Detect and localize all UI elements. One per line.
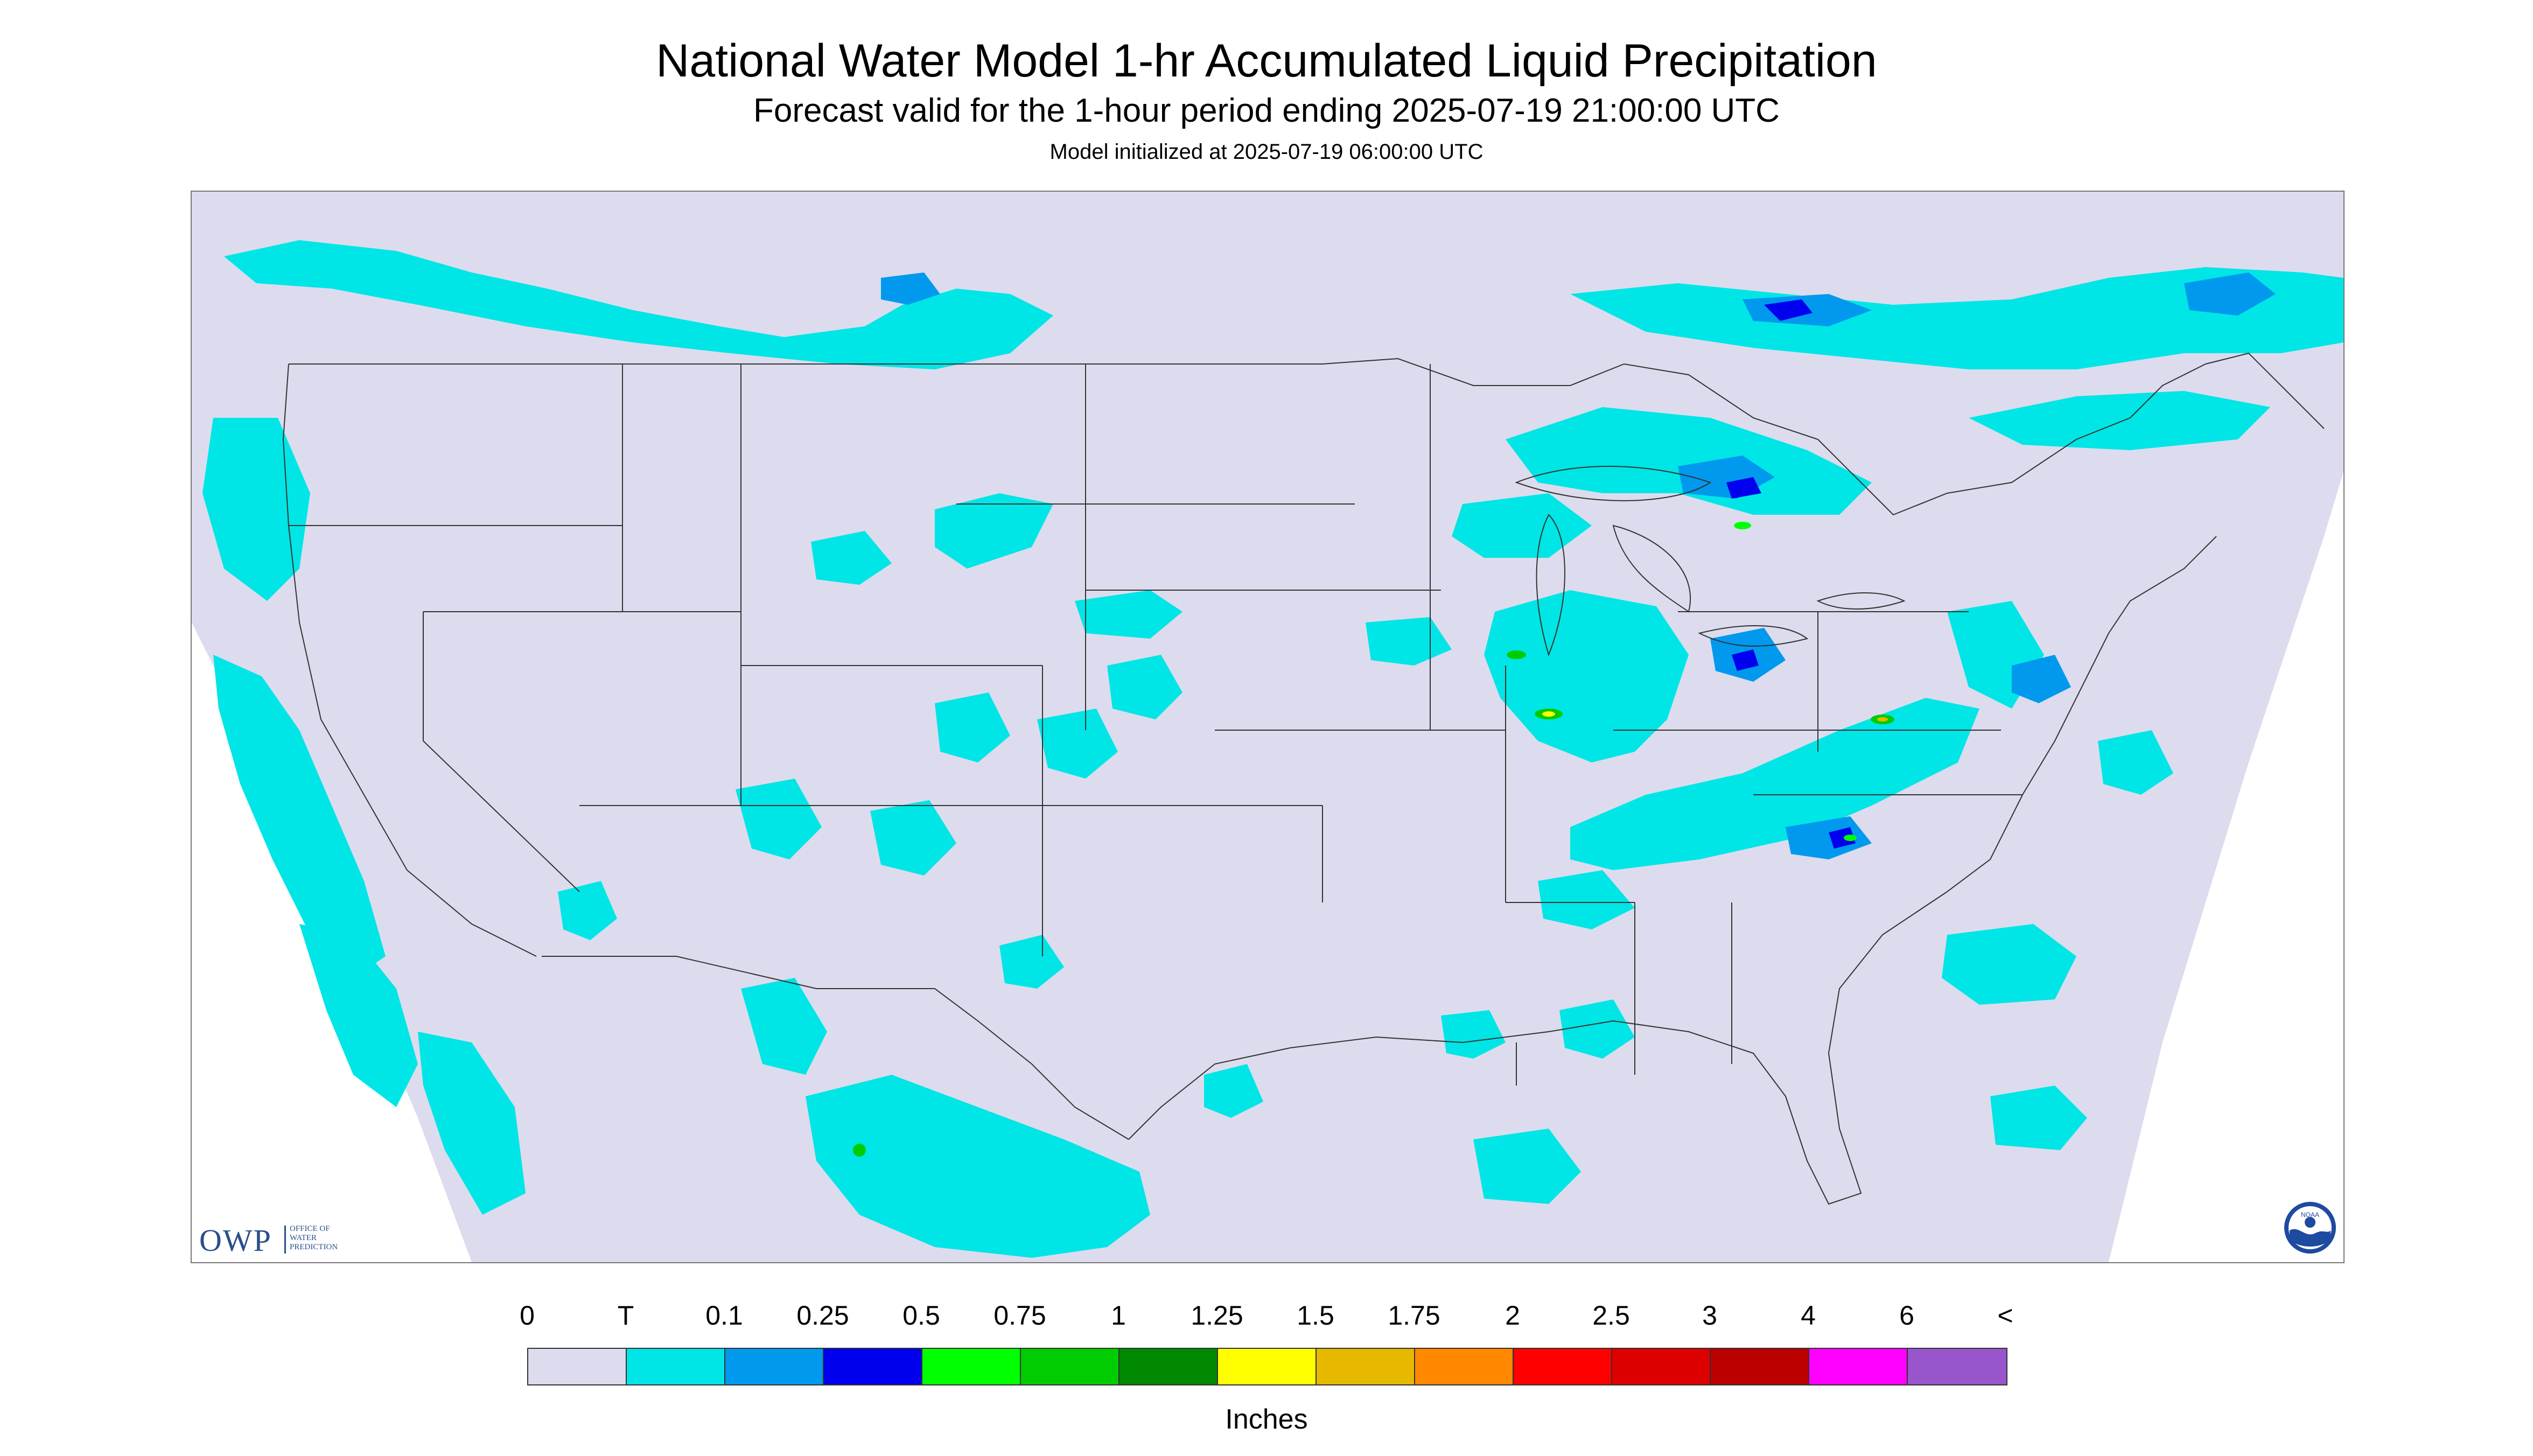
noaa-logo-text: NOAA [2301, 1211, 2319, 1219]
legend-tick-label: 0.25 [796, 1300, 849, 1331]
legend-tick-label: 2.5 [1592, 1300, 1630, 1331]
great-lakes [1515, 466, 1906, 657]
legend-tick-label: 4 [1801, 1300, 1816, 1331]
precip-field-0.25 [1726, 299, 1856, 849]
legend-tick-label: 2 [1505, 1300, 1520, 1331]
legend-tick-label: < [1997, 1300, 2013, 1331]
owp-logo-line1: OFFICE OF [290, 1224, 330, 1233]
legend-color-bar [527, 1348, 2007, 1385]
legend-swatch [725, 1349, 824, 1384]
legend-tick-label: 1.75 [1388, 1300, 1440, 1331]
political-boundaries [282, 352, 2325, 1205]
precipitation-map[interactable] [191, 191, 2345, 1263]
legend-tick-label: T [617, 1300, 634, 1331]
legend-swatch [1218, 1349, 1317, 1384]
legend-swatch [1021, 1349, 1119, 1384]
legend-swatch [1415, 1349, 1514, 1384]
owp-logo-text: OFFICE OF WATER PREDICTION [290, 1224, 338, 1252]
legend-swatch [1809, 1349, 1908, 1384]
legend-swatch [1612, 1349, 1711, 1384]
noaa-logo-icon: NOAA [2284, 1202, 2336, 1254]
legend-tick-label: 0.5 [902, 1300, 940, 1331]
precip-field-trace [202, 240, 2343, 1258]
map-canvas [192, 192, 2343, 1262]
legend-tick-label: 0 [520, 1300, 535, 1331]
model-init-text: Model initialized at 2025-07-19 06:00:00… [1049, 140, 1484, 164]
forecast-valid-subtitle: Forecast valid for the 1-hour period end… [753, 92, 1780, 129]
legend-tick-labels: 0 T 0.1 0.25 0.5 0.75 1 1.25 1.5 1.75 2 2.5 3 4 6 < [0, 1302, 2533, 1334]
legend-swatch [528, 1349, 627, 1384]
legend-tick-label: 6 [1899, 1300, 1914, 1331]
legend-tick-label: 3 [1702, 1300, 1717, 1331]
legend-swatch [1514, 1349, 1612, 1384]
owp-logo: OWP OFFICE OF WATER PREDICTION [199, 1220, 377, 1258]
legend-swatch [1908, 1349, 2006, 1384]
legend-swatch [1119, 1349, 1218, 1384]
legend-swatch [1711, 1349, 1809, 1384]
legend-swatch [1317, 1349, 1415, 1384]
map-title: National Water Model 1-hr Accumulated Li… [656, 35, 1877, 87]
legend-tick-label: 0.75 [993, 1300, 1046, 1331]
legend-units: Inches [1225, 1404, 1308, 1435]
owp-logo-line3: PREDICTION [290, 1243, 338, 1251]
owp-logo-divider [284, 1226, 286, 1254]
legend-swatch [922, 1349, 1021, 1384]
legend-tick-label: 0.1 [705, 1300, 743, 1331]
legend-swatch [627, 1349, 725, 1384]
precip-field-heavy [853, 522, 1894, 1157]
legend-tick-label: 1 [1111, 1300, 1126, 1331]
legend-tick-label: 1.5 [1297, 1300, 1334, 1331]
legend-tick-label: 1.25 [1191, 1300, 1243, 1331]
legend-swatch [824, 1349, 922, 1384]
owp-logo-line2: WATER [290, 1234, 317, 1242]
owp-logo-letters: OWP [199, 1223, 272, 1258]
